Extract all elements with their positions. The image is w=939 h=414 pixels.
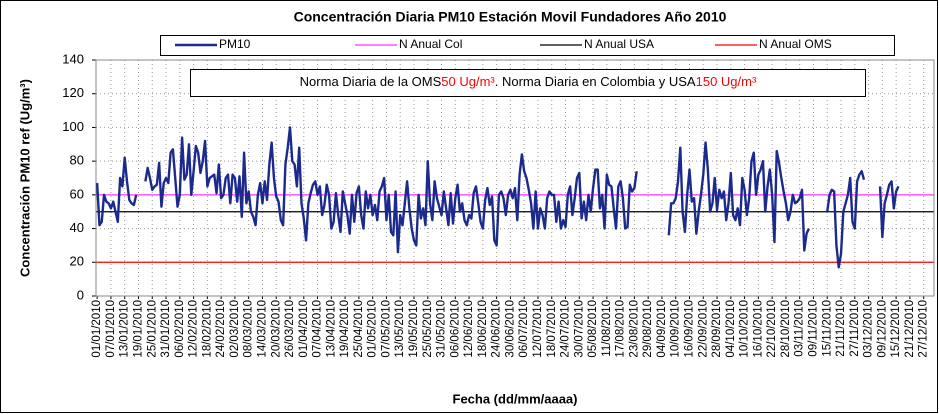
x-tick-label: 21/11/2010 <box>835 300 847 357</box>
x-tick-label: 18/07/2010 <box>546 300 558 358</box>
y-axis-label: Concentración PM10 ref (Ug/m³) <box>17 79 32 277</box>
y-tick-label: 0 <box>77 287 84 302</box>
x-tick-label: 07/05/2010 <box>380 300 392 358</box>
x-tick-label: 09/12/2010 <box>876 300 888 358</box>
x-tick-label: 06/02/2010 <box>174 300 186 358</box>
x-tick-label: 28/09/2010 <box>711 300 723 358</box>
x-tick-label: 28/10/2010 <box>780 300 792 358</box>
legend-label: N Anual OMS <box>759 37 832 51</box>
x-tick-label: 22/10/2010 <box>766 300 778 358</box>
annotation: Norma Diaria de la OMS50 Ug/m³. Norma Di… <box>300 74 757 89</box>
x-tick-label: 27/11/2010 <box>849 300 861 357</box>
annotation-part: Norma Diaria de la OMS <box>300 74 442 89</box>
x-tick-label: 02/03/2010 <box>229 300 241 358</box>
x-tick-label: 12/07/2010 <box>532 300 544 358</box>
annotation-part: 150 Ug/m³ <box>696 74 757 89</box>
y-tick-label: 120 <box>62 85 84 100</box>
x-tick-label: 19/04/2010 <box>339 300 351 358</box>
x-tick-label: 24/02/2010 <box>215 300 227 358</box>
x-tick-label: 04/09/2010 <box>656 300 668 358</box>
x-tick-label: 06/07/2010 <box>518 300 530 358</box>
x-tick-label: 27/12/2010 <box>918 300 930 358</box>
annotation-part: . Norma Diaria en Colombia y USA <box>495 74 696 89</box>
x-tick-label: 19/01/2010 <box>133 300 145 358</box>
x-tick-label: 24/07/2010 <box>560 300 572 358</box>
x-tick-label: 13/04/2010 <box>325 300 337 358</box>
y-tick-label: 20 <box>70 254 84 269</box>
x-tick-label: 01/05/2010 <box>367 300 379 358</box>
x-tick-label: 05/08/2010 <box>587 300 599 358</box>
y-tick-label: 100 <box>62 119 84 134</box>
x-tick-label: 13/01/2010 <box>119 300 131 358</box>
x-tick-label: 13/05/2010 <box>394 300 406 358</box>
x-tick-label: 01/01/2010 <box>91 300 103 358</box>
data-line <box>95 126 900 269</box>
x-tick-label: 22/09/2010 <box>697 300 709 358</box>
legend <box>160 35 895 56</box>
x-tick-label: 03/12/2010 <box>863 300 875 358</box>
x-tick-label: 31/01/2010 <box>160 300 172 358</box>
x-axis-label: Fecha (dd/mm/aaaa) <box>453 391 578 406</box>
x-tick-label: 18/02/2010 <box>201 300 213 358</box>
x-tick-label: 29/08/2010 <box>642 300 654 358</box>
x-tick-label: 12/06/2010 <box>463 300 475 358</box>
x-tick-label: 04/10/2010 <box>725 300 737 358</box>
plot-border <box>95 59 935 297</box>
y-tick-label: 80 <box>70 153 84 168</box>
y-tick-label: 140 <box>62 51 84 66</box>
x-tick-label: 17/08/2010 <box>615 300 627 358</box>
x-tick-label: 20/03/2010 <box>270 300 282 358</box>
x-tick-label: 26/03/2010 <box>284 300 296 358</box>
x-tick-label: 19/05/2010 <box>408 300 420 358</box>
x-tick-label: 23/08/2010 <box>628 300 640 358</box>
legend-label: N Anual Col <box>399 37 462 51</box>
x-tick-label: 10/09/2010 <box>670 300 682 358</box>
x-tick-label: 08/03/2010 <box>243 300 255 358</box>
x-tick-label: 21/12/2010 <box>904 300 916 358</box>
x-tick-label: 10/10/2010 <box>739 300 751 358</box>
y-tick-label: 60 <box>70 186 84 201</box>
x-tick-label: 03/11/2010 <box>794 300 806 357</box>
x-tick-label: 25/01/2010 <box>146 300 158 358</box>
annotation-box <box>190 69 866 97</box>
x-tick-label: 15/12/2010 <box>890 300 902 358</box>
x-tick-label: 14/03/2010 <box>256 300 268 358</box>
annotation-part: 50 Ug/m³ <box>441 74 495 89</box>
legend-label: PM10 <box>219 37 251 51</box>
x-tick-label: 06/06/2010 <box>449 300 461 358</box>
x-tick-label: 25/05/2010 <box>422 300 434 358</box>
x-tick-label: 31/05/2010 <box>436 300 448 358</box>
x-tick-label: 16/09/2010 <box>684 300 696 358</box>
chart-title: Concentración Diaria PM10 Estación Movil… <box>294 9 727 25</box>
x-tick-label: 09/11/2010 <box>807 300 819 357</box>
y-tick-label: 40 <box>70 220 84 235</box>
legend-label: N Anual USA <box>584 37 654 51</box>
x-tick-label: 12/02/2010 <box>188 300 200 358</box>
x-tick-label: 18/06/2010 <box>477 300 489 358</box>
x-tick-label: 30/06/2010 <box>504 300 516 358</box>
x-tick-label: 11/08/2010 <box>601 300 613 357</box>
x-tick-label: 15/11/2010 <box>821 300 833 357</box>
x-tick-label: 07/01/2010 <box>105 300 117 358</box>
x-tick-label: 01/04/2010 <box>298 300 310 358</box>
x-tick-label: 16/10/2010 <box>752 300 764 358</box>
x-tick-label: 30/07/2010 <box>573 300 585 358</box>
x-tick-label: 24/06/2010 <box>491 300 503 358</box>
x-tick-label: 07/04/2010 <box>312 300 324 358</box>
x-tick-label: 25/04/2010 <box>353 300 365 358</box>
